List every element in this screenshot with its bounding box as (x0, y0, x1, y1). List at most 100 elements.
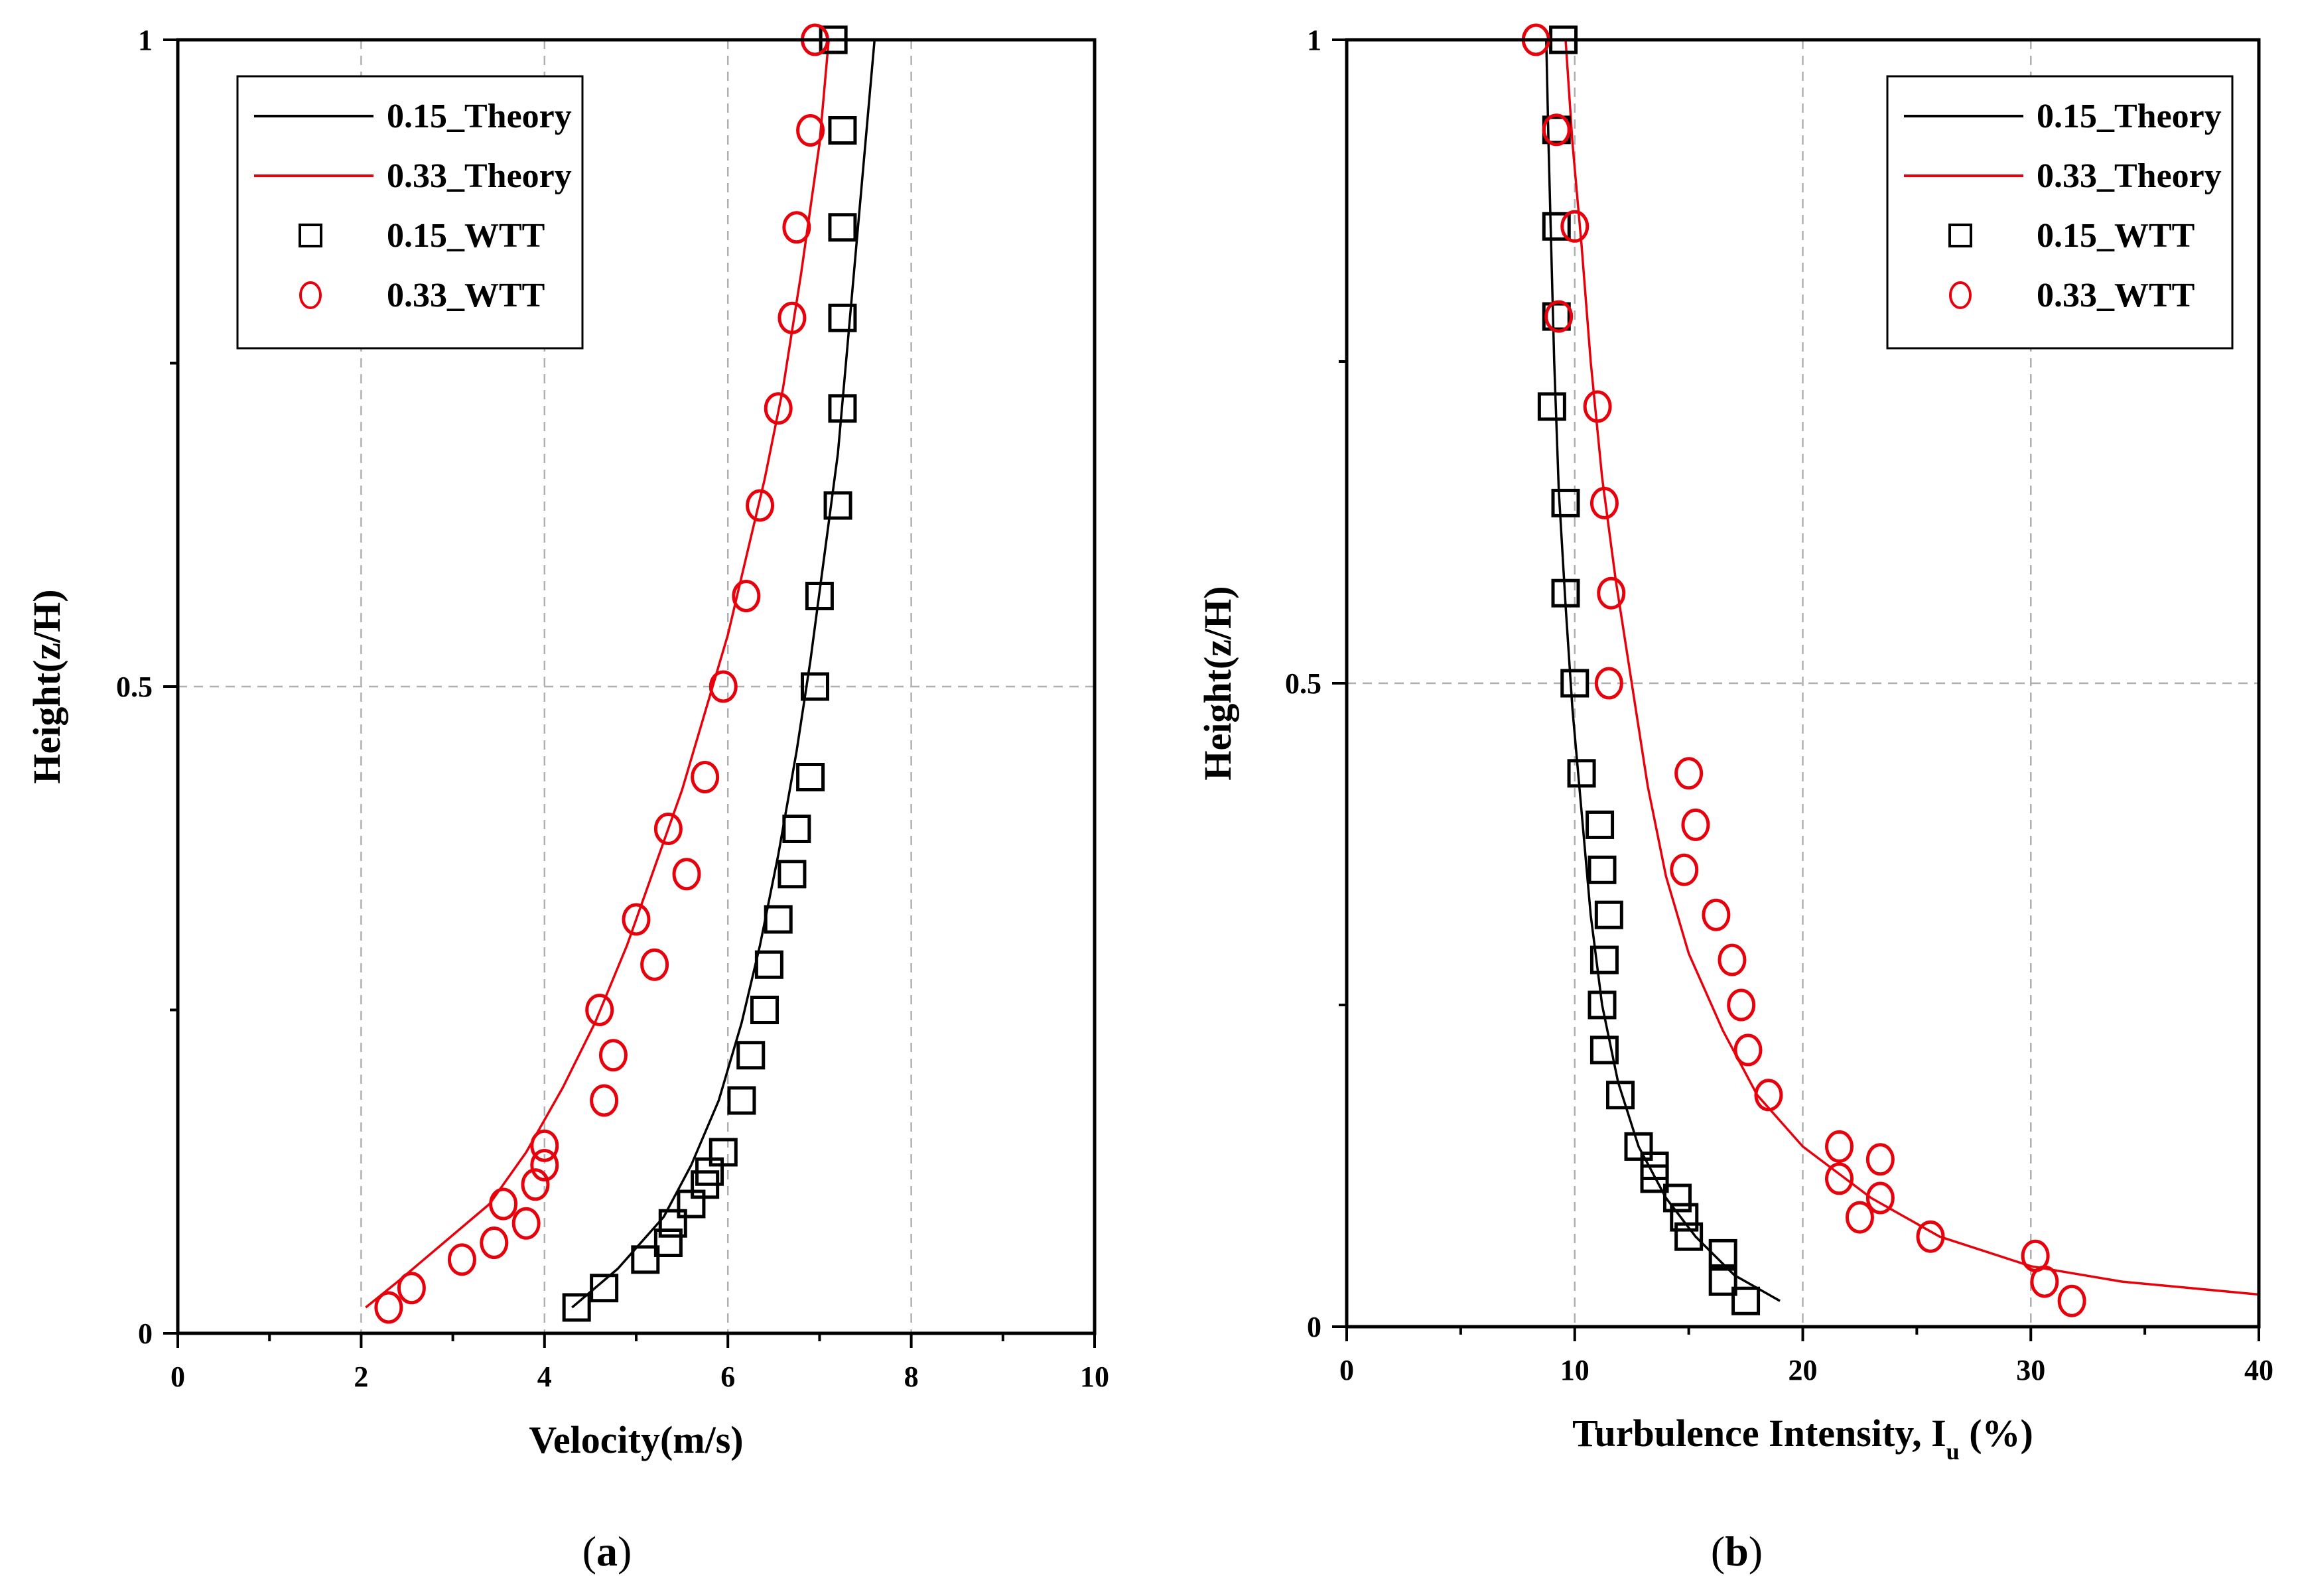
b-point-0.33_WTT-11 (1727, 988, 1756, 1022)
b-point-0.15_WTT-11 (1588, 990, 1617, 1020)
b-panel-label-close: ) (1749, 1528, 1763, 1575)
b-point-0.33_WTT-2 (2021, 1239, 2050, 1272)
b-xtick-label-4: 40 (2244, 1354, 2273, 1386)
a-point-0.33_WTT-14 (653, 813, 683, 845)
panel-b-chart: 0 10 20 30 40 0 0.5 1 Turbulence Intensity, Iu (… (1196, 23, 2273, 1575)
a-point-0.33_WTT-22 (782, 211, 811, 244)
a-legend-label-3: 0.33_WTT (387, 277, 545, 314)
a-legend-label-0: 0.15_Theory (387, 98, 572, 135)
b-point-0.15_WTT-5 (1662, 1183, 1692, 1213)
b-legend-label-0: 0.15_Theory (2037, 98, 2222, 135)
b-xtick-label-3: 30 (2016, 1354, 2045, 1386)
a-point-0.15_WTT-1 (590, 1274, 619, 1303)
a-legend-label-1: 0.33_Theory (387, 157, 572, 195)
b-point-0.15_WTT-10 (1589, 1035, 1619, 1065)
b-point-0.33_WTT-17 (1594, 667, 1623, 700)
b-xtick-label-1: 10 (1560, 1354, 1589, 1386)
b-point-0.15_WTT-3 (1674, 1222, 1704, 1251)
a-panel-label-open: ( (582, 1528, 596, 1575)
b-point-0.15_WTT-12 (1589, 945, 1619, 974)
a-point-0.15_WTT-0 (562, 1293, 591, 1322)
a-point-0.33_WTT-15 (672, 858, 701, 891)
b-point-0.15_WTT-7 (1640, 1152, 1669, 1180)
a-panel-label-letter: a (596, 1528, 618, 1575)
a-point-0.33_WTT-11 (598, 1039, 628, 1072)
a-point-0.33_WTT-7 (530, 1149, 559, 1181)
b-point-0.33_WTT-7 (1825, 1130, 1854, 1163)
b-point-0.15_WTT-17 (1560, 669, 1589, 698)
a-point-0.15_WTT-18 (805, 582, 834, 610)
a-point-0.15_WTT-14 (777, 860, 807, 889)
b-point-0.33_WTT-22 (1560, 210, 1589, 243)
b-x-axis-title: Turbulence Intensity, Iu (%) (1572, 1412, 2033, 1465)
b-point-0.33_WTT-5 (1865, 1181, 1895, 1215)
a-point-0.15_WTT-23 (828, 116, 857, 145)
b-point-0.15_WTT-8 (1624, 1132, 1653, 1161)
b-point-0.33_WTT-12 (1718, 943, 1747, 976)
b-legend-label-2: 0.15_WTT (2037, 217, 2195, 255)
a-point-0.15_WTT-11 (750, 996, 779, 1024)
b-ytick-label-0: 0 (1307, 1311, 1321, 1343)
b-point-0.15_WTT-21 (1542, 302, 1571, 331)
b-point-0.15_WTT-22 (1542, 212, 1571, 241)
a-point-0.33_WTT-1 (397, 1272, 426, 1305)
b-point-0.33_WTT-10 (1733, 1033, 1763, 1067)
b-panel-label: (b) (1711, 1528, 1763, 1575)
b-point-0.33_WTT-9 (1754, 1079, 1783, 1112)
b-series-0.15_WTT (1537, 25, 1761, 1315)
a-ytick-label-0: 0 (138, 1317, 153, 1350)
b-point-0.33_WTT-6 (1825, 1162, 1854, 1195)
b-xtick-label-2: 20 (1789, 1354, 1818, 1386)
a-series-0.33_Theory (365, 39, 830, 1309)
a-xtick-label-5: 10 (1080, 1361, 1109, 1393)
b-point-0.33_WTT-20 (1583, 390, 1612, 423)
b-legend-label-3: 0.33_WTT (2037, 277, 2195, 314)
a-ytick-label-1: 0.5 (116, 671, 153, 703)
a-legend-circle-3 (299, 281, 322, 309)
b-point-0.33_WTT-4 (1845, 1201, 1874, 1234)
a-point-0.15_WTT-8 (709, 1138, 738, 1167)
b-point-0.33_WTT-8 (1865, 1143, 1895, 1176)
a-point-0.33_WTT-6 (521, 1168, 550, 1201)
a-xtick-label-2: 4 (537, 1361, 552, 1393)
a-point-0.15_WTT-21 (828, 303, 857, 332)
b-legend-label-1: 0.33_Theory (2037, 157, 2222, 195)
b-x-axis-title-main: Turbulence Intensity, I (1572, 1412, 1946, 1455)
a-point-0.15_WTT-20 (828, 394, 857, 423)
b-point-0.15_WTT-19 (1551, 488, 1580, 517)
a-point-0.15_WTT-13 (764, 905, 793, 934)
b-point-0.15_WTT-0 (1731, 1286, 1761, 1315)
a-ticks (163, 38, 1096, 1348)
b-ticks (1332, 38, 2260, 1341)
a-series-0.33_WTT (374, 23, 829, 1324)
a-point-0.33_WTT-2 (447, 1243, 476, 1276)
a-point-0.15_WTT-16 (796, 763, 825, 791)
b-xtick-label-0: 0 (1339, 1354, 1354, 1386)
a-xtick-label-3: 6 (720, 1361, 735, 1393)
b-point-0.15_WTT-4 (1670, 1203, 1699, 1232)
a-panel-label-close: ) (618, 1528, 632, 1575)
a-point-0.33_WTT-9 (590, 1084, 619, 1117)
a-point-0.33_WTT-5 (511, 1207, 541, 1240)
a-point-0.33_WTT-13 (640, 948, 669, 981)
a-point-0.15_WTT-17 (800, 672, 829, 701)
b-point-0.15_WTT-1 (1708, 1267, 1737, 1296)
a-point-0.15_WTT-19 (823, 491, 852, 520)
a-point-0.15_WTT-3 (653, 1229, 683, 1257)
a-panel-label: (a) (582, 1528, 632, 1575)
a-point-0.15_WTT-10 (736, 1041, 766, 1070)
a-point-0.33_WTT-18 (732, 580, 761, 612)
a-legend: 0.15_Theory 0.33_Theory 0.15_WTT 0.33_WTT (236, 75, 584, 350)
b-point-0.15_WTT-16 (1567, 759, 1596, 788)
a-point-0.33_WTT-3 (480, 1227, 509, 1259)
a-point-0.33_WTT-21 (777, 301, 807, 334)
a-point-0.33_WTT-23 (796, 114, 825, 147)
b-panel-label-open: ( (1711, 1528, 1725, 1575)
b-point-0.15_WTT-15 (1586, 810, 1615, 839)
b-ytick-label-2: 1 (1307, 24, 1321, 56)
a-point-0.15_WTT-4 (658, 1209, 687, 1238)
b-legend-box (1886, 75, 2234, 350)
a-point-0.15_WTT-22 (828, 213, 857, 242)
a-point-0.33_WTT-16 (691, 761, 720, 793)
